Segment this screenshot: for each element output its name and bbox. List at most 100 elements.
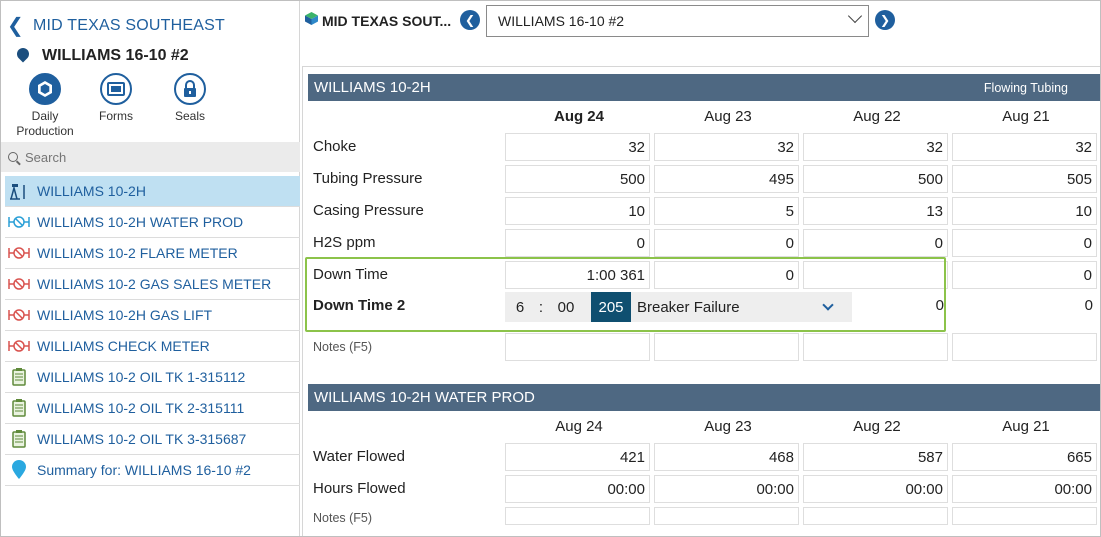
well-select[interactable]: WILLIAMS 16-10 #2 (486, 5, 869, 37)
value-cell[interactable]: 421 (505, 443, 650, 471)
list-item[interactable]: Summary for: WILLIAMS 16-10 #2 (5, 455, 300, 486)
notes-cell[interactable] (803, 507, 948, 525)
list-item[interactable]: WILLIAMS 10-2H GAS LIFT (5, 300, 300, 331)
value-cell[interactable]: 00:00 (505, 475, 650, 503)
flow-mode: Flowing Tubing (983, 80, 1068, 95)
value-cell[interactable]: 32 (505, 133, 650, 161)
cube-icon (305, 12, 318, 25)
daily-production-button[interactable]: Daily Production (5, 73, 85, 139)
row-label: Choke (313, 138, 357, 155)
site-name: MID TEXAS SOUT... (322, 13, 452, 29)
value-cell[interactable]: 0 (654, 261, 799, 289)
value-cell[interactable]: 5 (654, 197, 799, 225)
notes-cell[interactable] (654, 507, 799, 525)
down-time-editor[interactable]: 6 : 00 205 Breaker Failure (505, 292, 852, 322)
value-cell[interactable]: 505 (952, 165, 1097, 193)
value-cell[interactable]: 0 (952, 261, 1097, 289)
row-label: Hours Flowed (313, 480, 406, 497)
value-cell[interactable]: 1:00 361 (505, 261, 650, 289)
value-cell[interactable]: 500 (803, 165, 948, 193)
tank-icon (8, 399, 30, 417)
notes-cell[interactable] (952, 507, 1097, 525)
seals-button[interactable]: Seals (150, 73, 230, 124)
form-icon[interactable] (100, 73, 132, 105)
value-cell[interactable]: 665 (952, 443, 1097, 471)
down-time-highlight (305, 257, 946, 332)
date-header: Aug 24 (555, 418, 603, 435)
meter-icon (8, 213, 30, 231)
notes-cell[interactable] (952, 333, 1097, 361)
value-cell[interactable]: 587 (803, 443, 948, 471)
value-cell[interactable]: 32 (654, 133, 799, 161)
list-item-label: WILLIAMS CHECK METER (37, 338, 210, 354)
value-cell[interactable]: 0 (1084, 297, 1093, 314)
value-cell[interactable]: 500 (505, 165, 650, 193)
next-well-button[interactable]: ❯ (875, 10, 895, 30)
list-item[interactable]: WILLIAMS 10-2 OIL TK 2-315111 (5, 393, 300, 424)
list-item[interactable]: WILLIAMS 10-2H WATER PROD (5, 207, 300, 238)
value-cell[interactable]: 0 (952, 229, 1097, 257)
value-cell[interactable]: 32 (952, 133, 1097, 161)
notes-row: Notes (F5) (308, 503, 1100, 533)
back-to-area[interactable]: ❮ MID TEXAS SOUTHEAST (7, 13, 225, 38)
value-cell[interactable]: 13 (803, 197, 948, 225)
row-label: Casing Pressure (313, 202, 424, 219)
forms-label: Forms (99, 109, 133, 123)
value-cell[interactable]: 10 (952, 197, 1097, 225)
value-cell[interactable]: 00:00 (803, 475, 948, 503)
meter-icon (8, 275, 30, 293)
value-cell[interactable]: 00:00 (654, 475, 799, 503)
date-header: Aug 22 (853, 418, 901, 435)
value-cell[interactable]: 0 (803, 229, 948, 257)
list-item[interactable]: WILLIAMS CHECK METER (5, 331, 300, 362)
value-cell[interactable]: 0 (654, 229, 799, 257)
list-item-label: Summary for: WILLIAMS 16-10 #2 (37, 462, 251, 478)
forms-button[interactable]: Forms (76, 73, 156, 124)
notes-cell[interactable] (505, 507, 650, 525)
value-cell[interactable]: 495 (654, 165, 799, 193)
date-row: Aug 24 Aug 23 Aug 22 Aug 21 (308, 105, 1100, 129)
search-input[interactable] (25, 149, 275, 165)
list-item[interactable]: WILLIAMS 10-2 OIL TK 3-315687 (5, 424, 300, 455)
reason-select[interactable]: Breaker Failure (637, 298, 740, 316)
row-label: Down Time (313, 266, 389, 283)
lock-icon[interactable] (174, 73, 206, 105)
date-header: Aug 22 (853, 108, 901, 125)
value-cell[interactable]: 00:00 (952, 475, 1097, 503)
date-row: Aug 24 Aug 23 Aug 22 Aug 21 (308, 415, 1100, 439)
row-label: Tubing Pressure (313, 170, 423, 187)
down-time-hours[interactable]: 6 (515, 298, 525, 316)
area-title[interactable]: MID TEXAS SOUTHEAST (33, 16, 225, 34)
reason-code[interactable]: 205 (591, 292, 631, 322)
notes-cell[interactable] (803, 333, 948, 361)
date-header: Aug 23 (704, 418, 752, 435)
down-time-minutes[interactable]: 00 (557, 298, 575, 316)
notes-cell[interactable] (505, 333, 650, 361)
list-item[interactable]: WILLIAMS 10-2H (5, 176, 300, 207)
list-item[interactable]: WILLIAMS 10-2 GAS SALES METER (5, 269, 300, 300)
value-cell[interactable]: 468 (654, 443, 799, 471)
tank-icon (8, 368, 30, 386)
left-panel: ❮ MID TEXAS SOUTHEAST WILLIAMS 16-10 #2 … (1, 1, 300, 536)
top-navigation: MID TEXAS SOUT... ❮ WILLIAMS 16-10 #2 ❯ (303, 5, 903, 37)
value-cell[interactable]: 32 (803, 133, 948, 161)
value-cell[interactable]: 0 (505, 229, 650, 257)
hours-flowed-row: Hours Flowed 00:00 00:00 00:00 00:00 (308, 474, 1100, 504)
hexagon-icon[interactable] (29, 73, 61, 105)
daily-production-label: Daily Production (16, 109, 74, 138)
value-cell[interactable]: 0 (935, 297, 944, 314)
date-header: Aug 23 (704, 108, 752, 125)
production-grid: WILLIAMS 10-2H Flowing Tubing Aug 24 Aug… (302, 66, 1100, 536)
down-time-row: Down Time 1:00 361 0 0 (308, 260, 1100, 290)
notes-cell[interactable] (654, 333, 799, 361)
list-item[interactable]: WILLIAMS 10-2 OIL TK 1-315112 (5, 362, 300, 393)
chevron-left-icon[interactable]: ❮ (7, 15, 24, 37)
search-icon (8, 152, 18, 162)
well-pump-icon (8, 182, 30, 200)
list-item-label: WILLIAMS 10-2H GAS LIFT (37, 307, 213, 323)
previous-well-button[interactable]: ❮ (460, 10, 480, 30)
row-label: H2S ppm (313, 234, 376, 251)
list-item[interactable]: WILLIAMS 10-2 FLARE METER (5, 238, 300, 269)
value-cell[interactable]: 10 (505, 197, 650, 225)
value-cell[interactable] (803, 261, 948, 289)
